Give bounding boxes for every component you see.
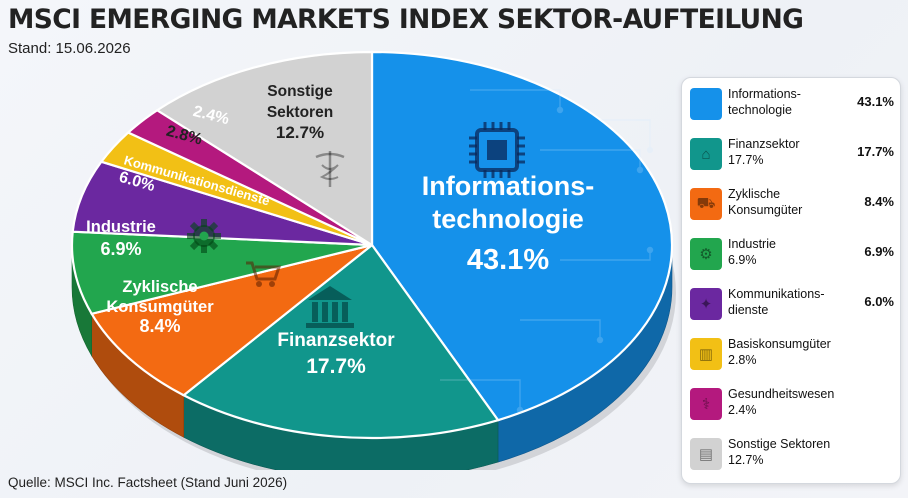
- legend-value: 6.0%: [864, 294, 894, 309]
- slice-value-7: 12.7%: [276, 123, 324, 142]
- caduceus-icon: [315, 151, 345, 187]
- legend-item: Informations- technologie 43.1%: [690, 84, 894, 124]
- basket-icon: ▥: [690, 338, 722, 370]
- chip-icon: [690, 88, 722, 120]
- bank-icon: ⌂: [690, 138, 722, 170]
- slice-value-3: 6.9%: [100, 239, 141, 259]
- chart-subtitle: Stand: 15.06.2026: [8, 40, 131, 57]
- legend-item: ⛟ Zyklische Konsumgüter 8.4%: [690, 184, 894, 224]
- legend-label: Gesundheitswesen 2.4%: [728, 387, 835, 417]
- legend-value: 6.9%: [864, 244, 894, 259]
- legend-label: Informations- technologie: [728, 87, 801, 117]
- circuit-pattern: [440, 89, 654, 414]
- legend-value: 43.1%: [857, 94, 894, 109]
- legend-item: ▥ Basiskonsumgüter 2.8%: [690, 334, 894, 374]
- legend: Informations- technologie 43.1% ⌂ Finanzsek…: [681, 77, 901, 484]
- shopping-cart-icon: [246, 261, 282, 287]
- legend-value: 17.7%: [857, 144, 894, 159]
- bank-icon: [306, 286, 354, 328]
- slice-value-0: 43.1%: [467, 244, 549, 276]
- source-note: Quelle: MSCI Inc. Factsheet (Stand Juni …: [8, 475, 288, 490]
- slice-label-7: Sonstige Sektoren 12.7%: [267, 83, 333, 142]
- slice-name-2-1: Konsumgüter: [106, 298, 214, 316]
- legend-item: ✦ Kommunikations- dienste 6.0%: [690, 284, 894, 324]
- legend-item: ⌂ Finanzsektor 17.7% 17.7%: [690, 134, 894, 174]
- legend-item: ⚙ Industrie 6.9% 6.9%: [690, 234, 894, 274]
- legend-label: Sonstige Sektoren 12.7%: [728, 437, 831, 467]
- slice-name-3-0: Industrie: [86, 218, 156, 236]
- slice-label-3: Industrie 6.9%: [86, 218, 156, 259]
- legend-value: 8.4%: [864, 194, 894, 209]
- slice-name-7-1: Sektoren: [267, 104, 333, 121]
- pie-slice-0: [370, 50, 674, 422]
- gear-icon: ⚙: [690, 238, 722, 270]
- pie-slice-1: [181, 243, 500, 440]
- shopping-cart-icon: ⛟: [690, 188, 722, 220]
- pie-chart: Informations-technologie43.1%Finanzsekto…: [70, 50, 676, 470]
- chart-title: MSCI EMERGING MARKETS INDEX SEKTOR-AUFTE…: [8, 4, 804, 35]
- legend-item: ▤ Sonstige Sektoren 12.7%: [690, 434, 894, 474]
- legend-item: ⚕ Gesundheitswesen 2.4%: [690, 384, 894, 424]
- chart-icon: ▤: [690, 438, 722, 470]
- slice-name-2-0: Zyklische: [122, 278, 197, 296]
- legend-label: Kommunikations- dienste: [728, 287, 825, 317]
- pie-slice-3: [70, 230, 373, 316]
- slice-name-7-0: Sonstige: [267, 83, 333, 100]
- caduceus-icon: ⚕: [690, 388, 722, 420]
- chip-icon: [469, 122, 525, 178]
- slice-name-1-0: Finanzsektor: [277, 330, 395, 351]
- pie-slice-7: [155, 50, 374, 247]
- slice-label-1: Finanzsektor 17.7%: [277, 330, 395, 378]
- legend-label: Zyklische Konsumgüter: [728, 187, 803, 217]
- slice-name-0-1: technologie: [432, 204, 584, 234]
- satellite-icon: ✦: [690, 288, 722, 320]
- legend-label: Finanzsektor 17.7%: [728, 137, 800, 167]
- sparkle-icon: ✦: [880, 452, 899, 477]
- gear-icon: [187, 219, 221, 253]
- legend-label: Industrie 6.9%: [728, 237, 776, 267]
- slice-value-1: 17.7%: [306, 355, 366, 378]
- legend-label: Basiskonsumgüter 2.8%: [728, 337, 831, 367]
- slice-value-2: 8.4%: [139, 316, 180, 336]
- pie-slice-2: [89, 243, 373, 397]
